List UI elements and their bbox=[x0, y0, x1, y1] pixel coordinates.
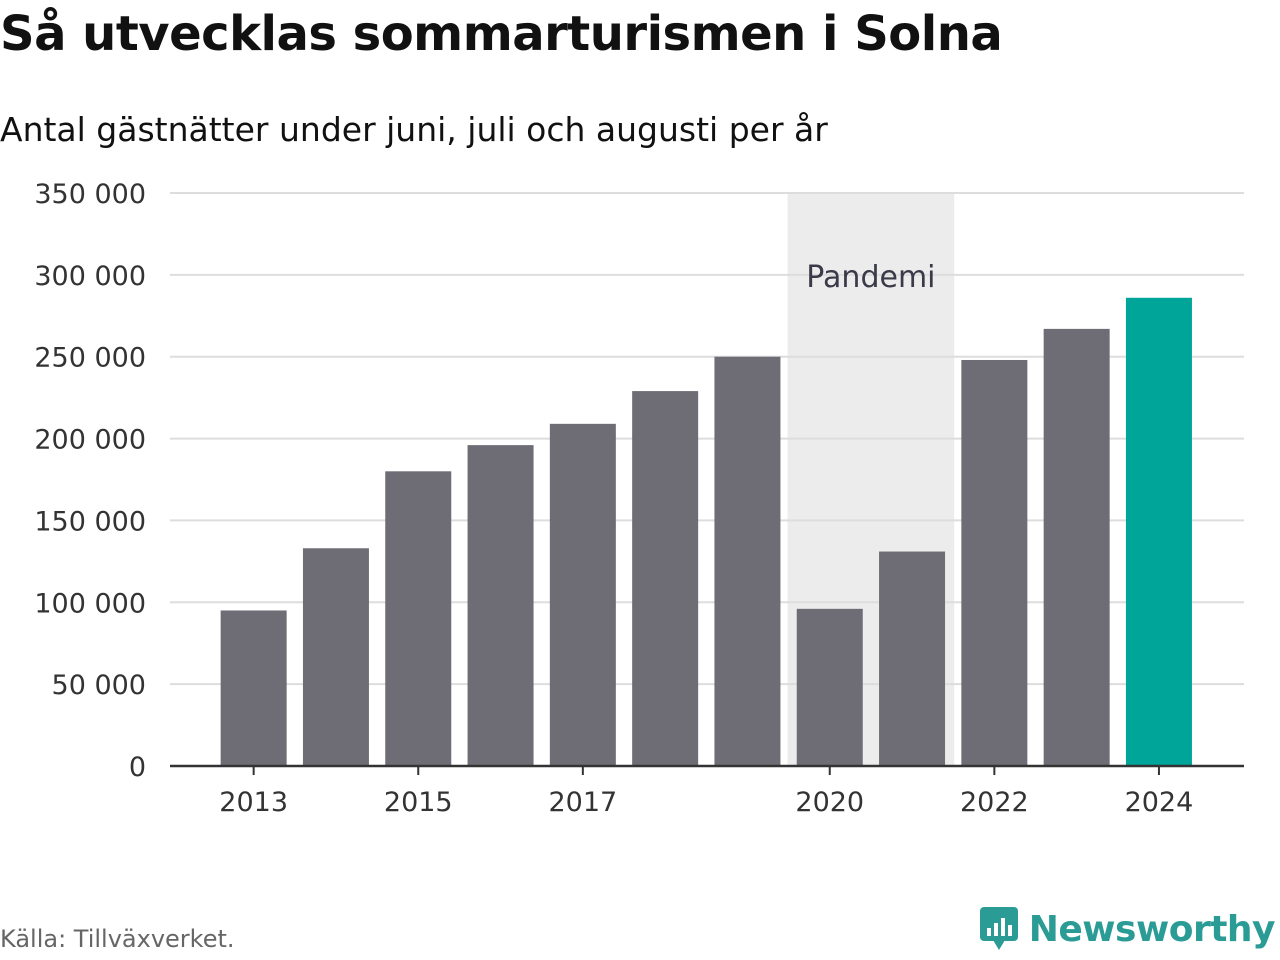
source-note: Källa: Tillväxverket. bbox=[0, 925, 235, 953]
y-tick-label: 350 000 bbox=[34, 179, 146, 210]
bar-2020 bbox=[796, 608, 863, 766]
y-tick-label: 250 000 bbox=[34, 343, 146, 374]
bar-2018 bbox=[632, 391, 699, 766]
bar-2023 bbox=[1043, 328, 1110, 766]
bar-2013 bbox=[220, 610, 287, 766]
x-tick-label: 2013 bbox=[219, 787, 288, 818]
bar-2024 bbox=[1125, 297, 1192, 766]
x-tick-label: 2015 bbox=[384, 787, 453, 818]
x-tick-label: 2022 bbox=[960, 787, 1029, 818]
bar-2015 bbox=[385, 471, 452, 766]
bar-2016 bbox=[467, 445, 534, 766]
chart-subtitle: Antal gästnätter under juni, juli och au… bbox=[0, 110, 828, 149]
brand-logo: Newsworthy bbox=[979, 906, 1276, 952]
bar-2017 bbox=[549, 423, 616, 766]
bar-2021 bbox=[879, 551, 946, 766]
bar-2022 bbox=[961, 359, 1028, 766]
pandemic-label: Pandemi bbox=[806, 260, 935, 295]
brand-name: Newsworthy bbox=[1028, 908, 1276, 950]
y-tick-label: 150 000 bbox=[34, 506, 146, 537]
y-tick-label: 300 000 bbox=[34, 261, 146, 292]
x-tick-label: 2017 bbox=[548, 787, 617, 818]
x-tick-label: 2020 bbox=[795, 787, 864, 818]
x-tick-label: 2024 bbox=[1125, 787, 1194, 818]
y-tick-label: 100 000 bbox=[34, 588, 146, 619]
newsworthy-logo-icon bbox=[979, 907, 1018, 950]
y-tick-label: 0 bbox=[129, 752, 146, 783]
y-tick-label: 50 000 bbox=[52, 670, 146, 701]
bar-2014 bbox=[302, 548, 369, 766]
y-tick-label: 200 000 bbox=[34, 425, 146, 456]
bar-2019 bbox=[714, 356, 781, 766]
chart-title: Så utvecklas sommarturismen i Solna bbox=[0, 6, 1003, 62]
